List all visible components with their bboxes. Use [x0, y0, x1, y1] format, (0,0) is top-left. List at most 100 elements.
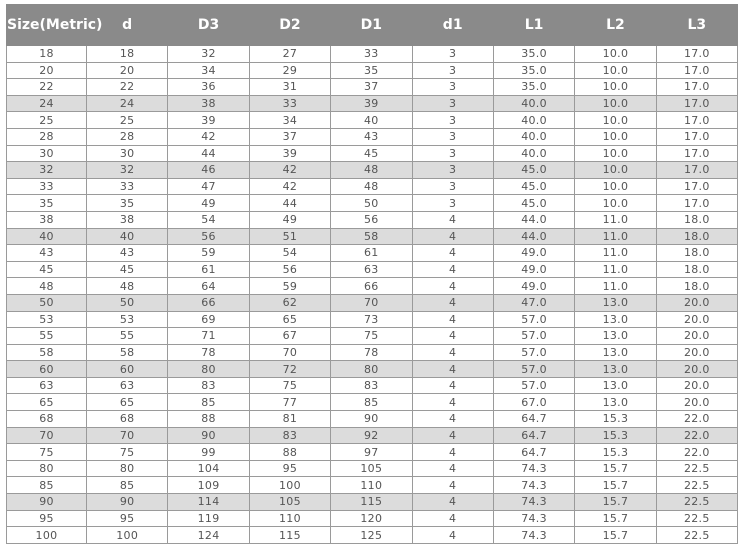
table-cell: 38 [85, 210, 169, 229]
table-cell: 109 [167, 476, 250, 495]
table-row: 30 30 44 39 45 3 40.0 10.0 17.0 [6, 144, 739, 163]
table-row: 28 28 42 37 43 3 40.0 10.0 17.0 [6, 127, 739, 146]
table-cell: 17.0 [655, 61, 739, 80]
table-row: 60 60 80 72 80 4 57.0 13.0 20.0 [6, 360, 739, 378]
table-cell: 68 [6, 410, 87, 428]
table-cell: 40.0 [492, 127, 576, 146]
dimensions-table: Size(Metric) d D3 D2 D1 d1 L1 L2 L3 18 18… [6, 4, 739, 544]
header-d3: D3 [167, 4, 250, 46]
table-cell: 15.7 [574, 476, 657, 495]
table-cell: 115 [330, 493, 413, 511]
table-cell: 60 [6, 360, 87, 378]
table-cell: 42 [248, 161, 332, 179]
header-row: Size(Metric) d D3 D2 D1 d1 L1 L2 L3 [6, 4, 739, 46]
table-cell: 57.0 [492, 360, 576, 378]
table-cell: 3 [411, 61, 494, 80]
table-cell: 15.3 [574, 426, 657, 445]
table-cell: 50 [330, 194, 413, 212]
table-row: 25 25 39 34 40 3 40.0 10.0 17.0 [6, 111, 739, 129]
table-cell: 51 [248, 227, 332, 246]
table-cell: 39 [330, 94, 413, 113]
table-cell: 40.0 [492, 144, 576, 163]
table-cell: 61 [167, 260, 250, 279]
table-row: 68 68 88 81 90 4 64.7 15.3 22.0 [6, 410, 739, 428]
table-cell: 35.0 [492, 61, 576, 80]
table-cell: 4 [411, 376, 494, 395]
table-cell: 45 [6, 260, 87, 279]
table-cell: 35.0 [492, 45, 576, 63]
table-row: 45 45 61 56 63 4 49.0 11.0 18.0 [6, 260, 739, 279]
table-cell: 17.0 [655, 111, 739, 129]
table-cell: 49.0 [492, 260, 576, 279]
table-cell: 11.0 [574, 227, 657, 246]
table-row: 32 32 46 42 48 3 45.0 10.0 17.0 [6, 161, 739, 179]
table-row: 75 75 99 88 97 4 64.7 15.3 22.0 [6, 443, 739, 461]
table-cell: 95 [85, 509, 169, 528]
table-row: 20 20 34 29 35 3 35.0 10.0 17.0 [6, 61, 739, 80]
table-cell: 44 [167, 144, 250, 163]
table-cell: 47.0 [492, 293, 576, 312]
table-cell: 55 [85, 327, 169, 345]
table-cell: 43 [330, 127, 413, 146]
table-cell: 28 [85, 127, 169, 146]
table-cell: 30 [6, 144, 87, 163]
table-cell: 27 [248, 45, 332, 63]
table-cell: 74.3 [492, 509, 576, 528]
table-cell: 10.0 [574, 94, 657, 113]
table-cell: 57.0 [492, 310, 576, 329]
table-cell: 18.0 [655, 277, 739, 295]
table-cell: 80 [167, 360, 250, 378]
table-cell: 114 [167, 493, 250, 511]
table-cell: 66 [167, 293, 250, 312]
table-cell: 4 [411, 244, 494, 262]
table-cell: 18 [85, 45, 169, 63]
header-l2: L2 [574, 4, 657, 46]
table-cell: 80 [85, 459, 169, 478]
table-cell: 29 [248, 61, 332, 80]
table-cell: 56 [330, 210, 413, 229]
table-cell: 49.0 [492, 244, 576, 262]
table-cell: 25 [85, 111, 169, 129]
table-cell: 80 [330, 360, 413, 378]
table-cell: 58 [6, 343, 87, 362]
table-cell: 22.5 [655, 459, 739, 478]
table-cell: 34 [248, 111, 332, 129]
table-cell: 47 [167, 177, 250, 196]
table-cell: 4 [411, 260, 494, 279]
table-cell: 90 [85, 493, 169, 511]
table-cell: 74.3 [492, 476, 576, 495]
table-cell: 124 [167, 526, 250, 544]
table-cell: 4 [411, 526, 494, 544]
table-cell: 99 [167, 443, 250, 461]
table-cell: 22.5 [655, 493, 739, 511]
table-cell: 13.0 [574, 393, 657, 412]
table-cell: 11.0 [574, 277, 657, 295]
table-cell: 17.0 [655, 127, 739, 146]
table-cell: 42 [167, 127, 250, 146]
table-cell: 3 [411, 94, 494, 113]
table-cell: 20.0 [655, 327, 739, 345]
table-cell: 90 [6, 493, 87, 511]
table-cell: 20.0 [655, 376, 739, 395]
table-cell: 11.0 [574, 244, 657, 262]
table-cell: 13.0 [574, 327, 657, 345]
table-cell: 32 [6, 161, 87, 179]
table-cell: 44.0 [492, 210, 576, 229]
table-row: 85 85 109 100 110 4 74.3 15.7 22.5 [6, 476, 739, 495]
table-cell: 75 [85, 443, 169, 461]
table-cell: 30 [85, 144, 169, 163]
table-cell: 59 [248, 277, 332, 295]
table-row: 43 43 59 54 61 4 49.0 11.0 18.0 [6, 244, 739, 262]
table-cell: 22.5 [655, 509, 739, 528]
table-cell: 88 [248, 443, 332, 461]
table-row: 65 65 85 77 85 4 67.0 13.0 20.0 [6, 393, 739, 412]
table-cell: 17.0 [655, 144, 739, 163]
table-cell: 78 [330, 343, 413, 362]
table-cell: 38 [6, 210, 87, 229]
table-cell: 4 [411, 509, 494, 528]
table-cell: 33 [6, 177, 87, 196]
table-cell: 48 [330, 161, 413, 179]
table-cell: 74.3 [492, 526, 576, 544]
table-cell: 83 [167, 376, 250, 395]
